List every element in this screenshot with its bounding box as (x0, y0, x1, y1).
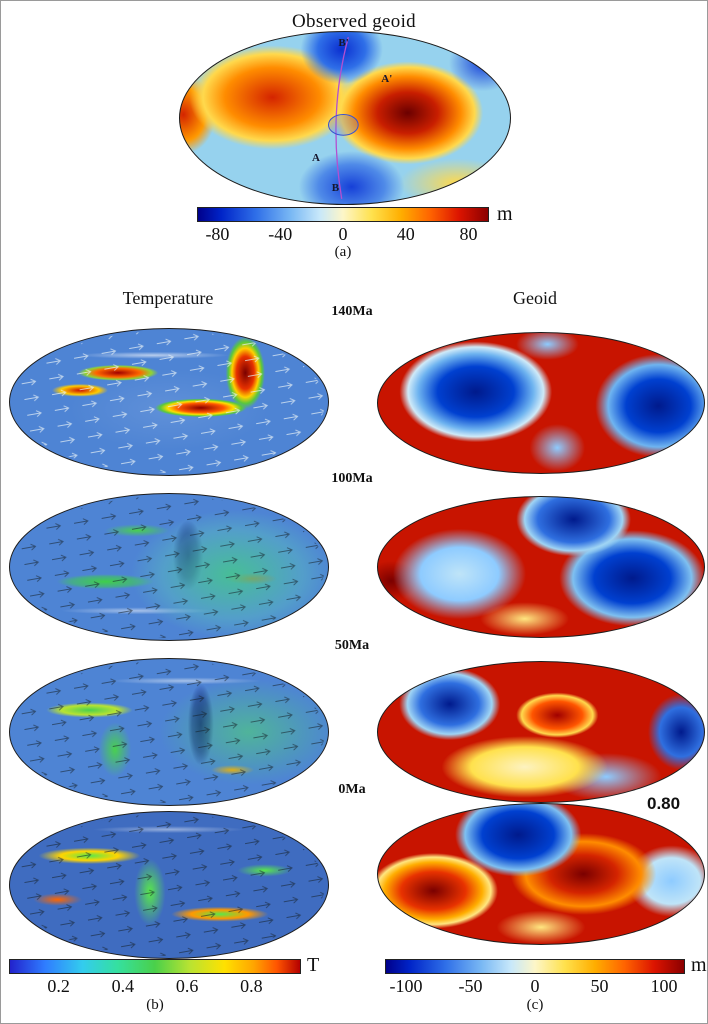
label-b-prime: B' (338, 37, 349, 50)
geoid-map-100ma (377, 496, 705, 638)
temperature-colorbar (9, 959, 301, 974)
geoid-colorbar-a (197, 207, 489, 222)
time-label-140ma: 140Ma (331, 304, 373, 319)
caption-a: (a) (334, 244, 352, 260)
tick-label: 100 (650, 976, 678, 996)
cross-section-line (180, 32, 510, 204)
tick-label: 0.6 (175, 976, 199, 996)
geoid-map-0ma (377, 803, 705, 945)
tick-label: 0.8 (240, 976, 263, 996)
label-a-prime: A' (381, 73, 393, 86)
time-label-100ma: 100Ma (331, 471, 373, 486)
temperature-map-100ma (9, 493, 329, 641)
temperature-map-50ma (9, 658, 329, 806)
tick-label: -50 (458, 976, 483, 996)
flow-arrows (13, 814, 325, 956)
label-a: A (312, 152, 320, 165)
geoid-column-header: Geoid (513, 288, 557, 308)
correlation-value: 0.80 (647, 794, 681, 813)
geoid-map-140ma (377, 332, 705, 474)
caption-b: (b) (146, 997, 164, 1013)
observed-geoid-map: B' A' A B (179, 31, 511, 205)
tick-label: -40 (268, 224, 293, 244)
colorbar-a-ticks: -80 -40 0 40 80 (197, 224, 489, 244)
temperature-map-140ma (9, 328, 329, 476)
tick-label: -80 (205, 224, 230, 244)
caption-c: (c) (526, 997, 544, 1013)
colorbar-c-unit: m (691, 954, 707, 976)
flow-arrows (13, 496, 325, 638)
panel-a-title: Observed geoid (292, 11, 416, 32)
flow-arrows (13, 661, 325, 803)
colorbar-b-unit: T (307, 954, 320, 976)
tick-label: 40 (396, 224, 415, 244)
tick-label: 80 (459, 224, 478, 244)
tick-label: 0 (338, 224, 348, 244)
colorbar-a-unit: m (497, 203, 513, 225)
tick-label: 0 (530, 976, 540, 996)
temperature-map-0ma (9, 811, 329, 959)
colorbar-c-ticks: -100 -50 0 50 100 (385, 976, 685, 996)
flow-arrows (13, 331, 325, 473)
tick-label: 0.2 (47, 976, 70, 996)
time-label-50ma: 50Ma (334, 638, 370, 653)
label-b: B (331, 181, 340, 194)
colorbar-b-ticks: 0.2 0.4 0.6 0.8 (9, 976, 301, 996)
tick-label: 0.4 (111, 976, 135, 996)
tick-label: 50 (590, 976, 609, 996)
tick-label: -100 (389, 976, 423, 996)
time-label-0ma: 0Ma (338, 782, 366, 797)
geoid-colorbar-c (385, 959, 685, 974)
geoid-map-50ma (377, 661, 705, 803)
temperature-column-header: Temperature (122, 288, 214, 308)
